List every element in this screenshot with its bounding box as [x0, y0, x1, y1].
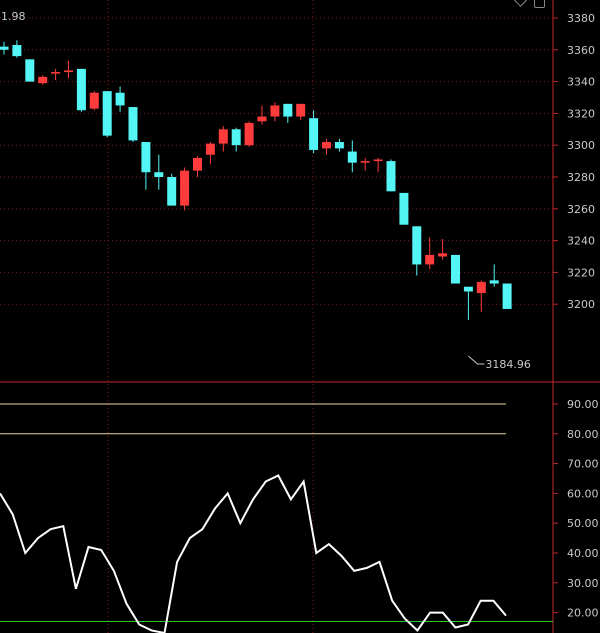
panel-controls [514, 0, 550, 8]
diamond-icon[interactable] [514, 0, 527, 7]
candle-down [0, 46, 9, 50]
candle-up [89, 92, 99, 109]
candle-down [386, 161, 396, 192]
candle-up [425, 254, 435, 265]
rsi-tick-label: 60.00 [567, 487, 599, 500]
candle-up [270, 105, 280, 117]
candle-up [296, 103, 306, 117]
candle-down [463, 286, 473, 292]
candle-down [399, 192, 409, 225]
candle-down [128, 107, 138, 141]
rsi-tick-label: 40.00 [567, 547, 599, 560]
candle-down [141, 142, 151, 173]
candle-down [283, 103, 293, 117]
rsi-axis: 90.00 80.00 70.00 60.00 50.00 40.00 30.00 20.00 [553, 398, 599, 620]
rsi-series-line [0, 474, 507, 633]
candle-down [502, 283, 512, 309]
indicator-value-label: 1.98 [1, 10, 26, 23]
candle-up [360, 161, 370, 163]
candle-down [489, 280, 499, 284]
window-icon[interactable] [534, 0, 545, 8]
price-axis: 3380 3360 3340 3320 3300 3280 3260 3240 3220 3200 [553, 12, 595, 311]
rsi-tick-label: 70.00 [567, 458, 599, 471]
candle-down [412, 226, 422, 265]
candle-down [347, 151, 357, 163]
rsi-tick-label: 50.00 [567, 517, 599, 530]
candle-up [476, 281, 486, 294]
rsi-tick-label: 80.00 [567, 428, 599, 441]
candle-down [115, 92, 125, 106]
price-tick-label: 3340 [567, 76, 595, 89]
candle-up [180, 170, 190, 206]
candle-up [244, 122, 254, 146]
rsi-tick-label: 20.00 [567, 607, 599, 620]
candle-up [38, 76, 48, 84]
candle-down [102, 91, 112, 136]
price-tick-label: 3300 [567, 139, 595, 152]
candle-down [154, 172, 164, 177]
low-annotation-pointer [468, 355, 478, 365]
price-tick-label: 3380 [567, 12, 595, 25]
candle-down [231, 129, 241, 146]
candle-up [322, 142, 331, 149]
rsi-tick-label: 90.00 [567, 398, 599, 411]
price-tick-label: 3260 [567, 203, 595, 216]
candle-up [51, 72, 61, 74]
price-tick-label: 3240 [567, 235, 595, 248]
candle-up [438, 253, 448, 257]
candle-up [218, 129, 228, 144]
candle-up [205, 143, 215, 155]
candle-down [76, 68, 86, 111]
low-annotation-label: 3184.96 [485, 358, 531, 371]
candle-up [193, 157, 202, 171]
price-tick-label: 3320 [567, 107, 595, 120]
candle-up [373, 159, 383, 162]
price-panel: 3184.96 [0, 40, 531, 371]
candle-down [12, 45, 22, 57]
candle-down [309, 118, 319, 150]
candle-down [451, 254, 460, 284]
candle-up [64, 70, 73, 73]
price-tick-label: 3360 [567, 44, 595, 57]
rsi-tick-label: 30.00 [567, 577, 599, 590]
candle-down [334, 142, 344, 149]
rsi-panel [0, 403, 553, 633]
candle-down [167, 177, 177, 206]
candle-up [257, 116, 267, 122]
price-tick-label: 3280 [567, 171, 595, 184]
price-tick-label: 3220 [567, 266, 595, 279]
price-tick-label: 3200 [567, 298, 595, 311]
candle-down [25, 59, 35, 82]
